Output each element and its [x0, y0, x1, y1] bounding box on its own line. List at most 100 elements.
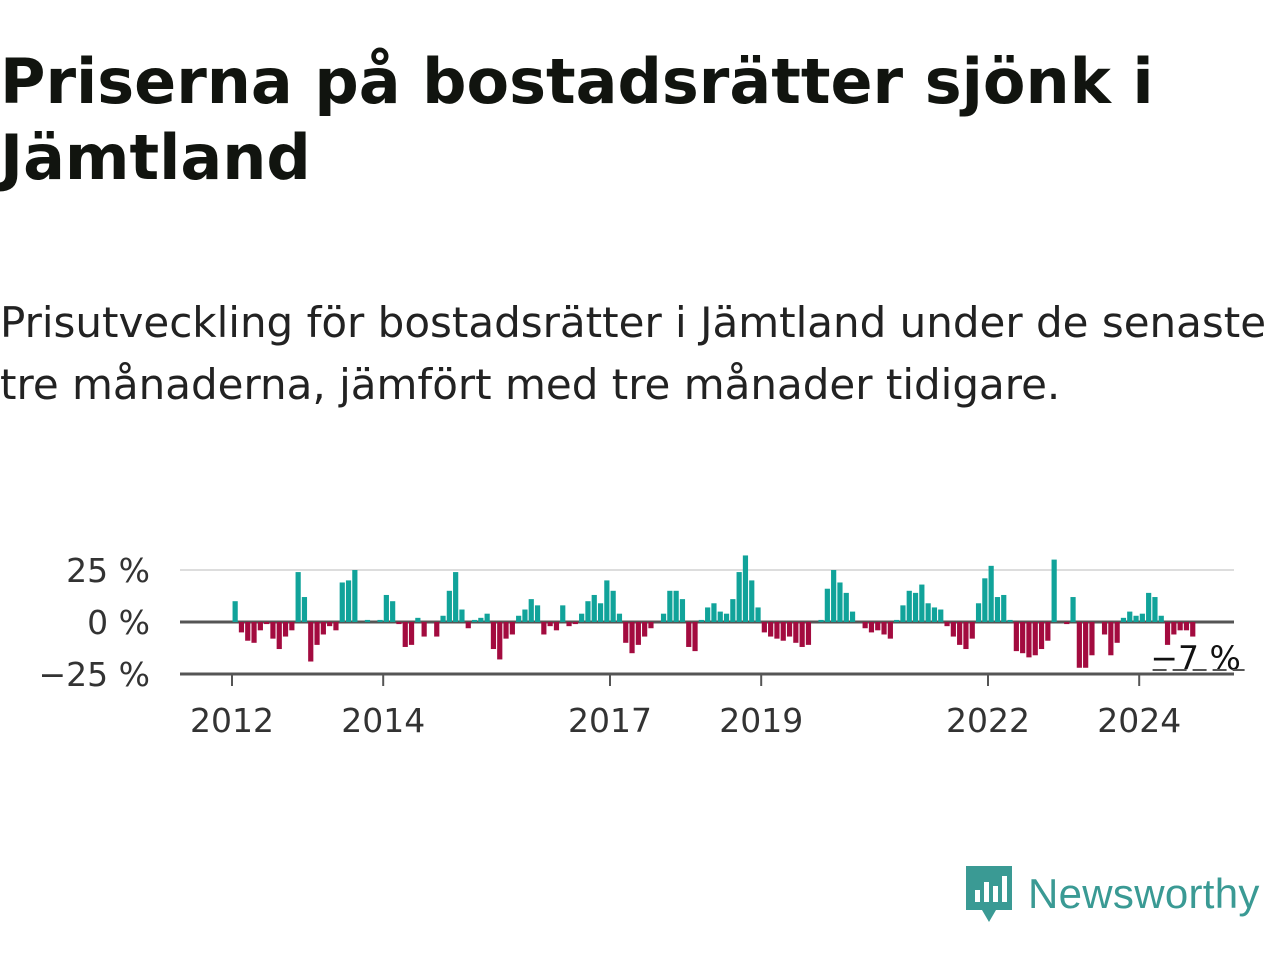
bar [276, 622, 282, 650]
x-tick-label: 2017 [568, 701, 652, 740]
bar [339, 582, 345, 622]
bar [251, 622, 257, 643]
bar [314, 622, 320, 645]
bar [383, 594, 389, 622]
bar [1045, 622, 1051, 641]
chart-title: Priserna på bostadsrätter sjönk i Jämtla… [0, 45, 1154, 194]
bar [390, 601, 396, 622]
bar [352, 570, 358, 622]
bar [327, 622, 333, 627]
bar [289, 622, 295, 631]
bar [421, 622, 427, 637]
bar [616, 613, 623, 622]
bar [742, 555, 749, 622]
bar [698, 619, 704, 622]
bar [453, 572, 459, 622]
bar [679, 599, 686, 622]
bar [434, 622, 440, 637]
bar [975, 603, 982, 622]
bar [232, 601, 238, 622]
bar [780, 622, 786, 641]
bar [245, 622, 251, 641]
bar [547, 622, 553, 627]
bar [308, 622, 314, 662]
bar [1152, 597, 1158, 622]
bar [717, 611, 723, 622]
bar [566, 622, 572, 627]
bar [471, 619, 478, 622]
y-tick-label: 0 % [87, 603, 150, 642]
bar [774, 622, 780, 639]
x-tick-label: 2022 [946, 701, 1030, 740]
bar [516, 615, 522, 622]
bar [912, 592, 919, 622]
bar [1101, 622, 1108, 635]
bar [1007, 619, 1013, 622]
annotation: −7 % [1150, 638, 1245, 677]
bar [705, 607, 711, 622]
y-axis-labels: 25 % 0 % −25 % [39, 551, 151, 694]
last-value-label: −7 % [1150, 638, 1241, 677]
bar [824, 588, 830, 622]
bar [1171, 622, 1177, 635]
bar [610, 590, 616, 622]
bar [925, 603, 931, 622]
bar [440, 615, 446, 622]
bar [623, 622, 629, 643]
bar [1020, 622, 1026, 654]
bar [894, 619, 900, 622]
bar [270, 622, 276, 639]
bar [402, 622, 408, 647]
bar [1026, 622, 1032, 658]
bar [465, 622, 471, 629]
bar [282, 622, 289, 637]
x-tick-label: 2012 [190, 701, 274, 740]
bar [1089, 622, 1095, 656]
bar [579, 613, 585, 622]
bar [1190, 622, 1196, 637]
bar [1051, 559, 1057, 622]
bar [875, 622, 881, 631]
bar [1120, 617, 1127, 622]
bar [831, 570, 837, 622]
bar [459, 609, 465, 622]
bar [1108, 622, 1114, 656]
bar [1032, 622, 1038, 656]
bar [982, 578, 988, 622]
bar [345, 580, 352, 622]
bar [572, 622, 578, 625]
bar [478, 617, 484, 622]
logo-icon [966, 866, 1012, 922]
bar [484, 613, 490, 622]
y-tick-label: 25 % [66, 551, 150, 590]
bar [364, 619, 371, 622]
bar [377, 619, 383, 622]
bar [320, 622, 326, 635]
bar [415, 617, 421, 622]
bar [660, 613, 667, 622]
bar [446, 590, 452, 622]
bar [963, 622, 969, 650]
bar [497, 622, 503, 660]
bar [1127, 611, 1133, 622]
bar [604, 580, 610, 622]
bar [541, 622, 547, 635]
x-tick-label: 2014 [341, 701, 425, 740]
newsworthy-logo: Newsworthy [964, 864, 1260, 924]
y-tick-label: −25 % [39, 655, 151, 694]
bar [629, 622, 635, 654]
bar [673, 590, 679, 622]
bar [837, 582, 843, 622]
bar [528, 599, 534, 622]
bar [755, 607, 761, 622]
bar [1164, 622, 1171, 645]
bar [988, 565, 994, 622]
bar [919, 584, 925, 622]
bar [295, 572, 301, 622]
x-tick-label: 2024 [1097, 701, 1181, 740]
bar [749, 580, 755, 622]
bar [1114, 622, 1120, 643]
bar [768, 622, 774, 637]
bar [957, 622, 963, 645]
bar [238, 622, 245, 633]
